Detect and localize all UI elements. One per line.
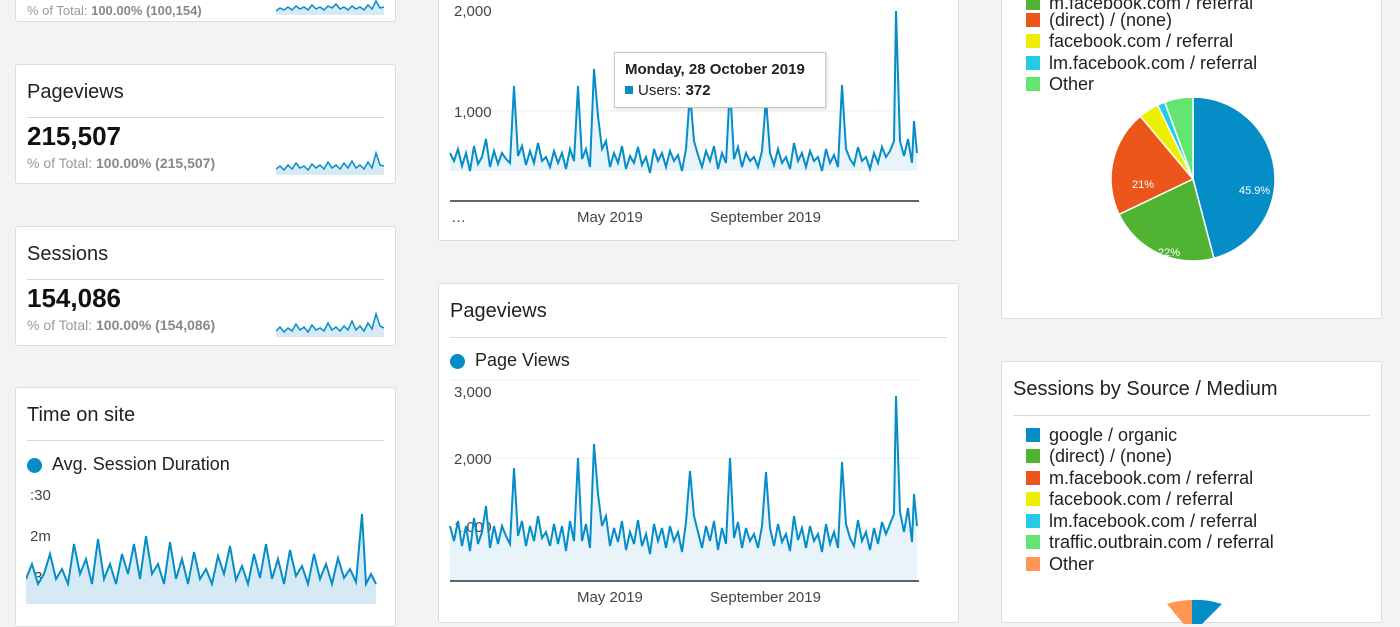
- x-tick: September 2019: [710, 589, 821, 606]
- tooltip-date: Monday, 28 October 2019: [625, 61, 805, 78]
- pageviews-chart-title: Pageviews: [450, 300, 547, 322]
- legend-swatch-icon: [1026, 449, 1040, 463]
- legend-swatch-icon: [1026, 13, 1040, 27]
- sessions-pie-chart-partial: [1167, 599, 1222, 624]
- legend-item: (direct) / (none): [1026, 446, 1172, 467]
- pageviews-chart-card: Pageviews Page Views 3,000 2,000 1,000 M…: [438, 283, 959, 623]
- time-on-site-title: Time on site: [27, 404, 136, 426]
- pie-slice[interactable]: [1110, 115, 1195, 216]
- legend-swatch-icon: [1026, 0, 1040, 10]
- x-tick: May 2019: [577, 209, 643, 226]
- tooltip-value-row: Users: 372: [625, 82, 815, 99]
- legend-swatch-icon: [1026, 492, 1040, 506]
- time-on-site-card: Time on site Avg. Session Duration :30 2…: [15, 387, 396, 627]
- pageviews-line-chart[interactable]: 3,000 2,000 1,000 May 2019 September 201…: [439, 376, 939, 616]
- legend-item: lm.facebook.com / referral: [1026, 53, 1257, 74]
- users-line-chart[interactable]: 2,000 1,000 … May 2019 September 2019: [439, 0, 939, 231]
- users-sparkline: [276, 0, 384, 15]
- x-tick: September 2019: [710, 209, 821, 226]
- pie-label: 45.9%: [1239, 185, 1270, 197]
- sessions-by-source-card: Sessions by Source / Medium google / org…: [1001, 361, 1382, 624]
- legend-swatch-icon: [1026, 56, 1040, 70]
- pie-slice[interactable]: [1192, 98, 1276, 260]
- y-tick: 2,000: [454, 451, 492, 468]
- y-tick: 2,000: [454, 3, 492, 20]
- users-chart-card: 2,000 1,000 … May 2019 September 2019 Mo…: [438, 0, 959, 241]
- legend-item: Other: [1026, 74, 1094, 95]
- series-marker-icon: [625, 86, 633, 94]
- users-metric-card: % of Total: 100.00% (100,154): [15, 0, 396, 22]
- pageviews-metric-card: Pageviews 215,507 % of Total: 100.00% (2…: [15, 64, 396, 184]
- users-by-source-card: m.facebook.com / referral (direct) / (no…: [1001, 0, 1382, 319]
- legend-item: (direct) / (none): [1026, 10, 1172, 31]
- pageviews-card-title: Pageviews: [27, 81, 124, 103]
- x-tick: …: [451, 209, 466, 226]
- pie-slice[interactable]: [1163, 98, 1194, 180]
- legend-swatch-icon: [1026, 428, 1040, 442]
- users-pct-of-total: % of Total: 100.00% (100,154): [27, 3, 202, 18]
- legend-item: traffic.outbrain.com / referral: [1026, 532, 1274, 553]
- x-tick: May 2019: [577, 589, 643, 606]
- sessions-metric-card: Sessions 154,086 % of Total: 100.00% (15…: [15, 226, 396, 346]
- users-pie-chart[interactable]: 45.9% 22% 21%: [1093, 98, 1293, 298]
- legend-swatch-icon: [1026, 77, 1040, 91]
- legend-item: lm.facebook.com / referral: [1026, 511, 1257, 532]
- y-tick: 3,000: [454, 384, 492, 401]
- sessions-pct-of-total: % of Total: 100.00% (154,086): [27, 317, 216, 333]
- time-on-site-chart: :30 2m :30: [26, 487, 377, 604]
- sessions-by-source-title: Sessions by Source / Medium: [1013, 378, 1278, 400]
- legend-swatch-icon: [1026, 34, 1040, 48]
- legend-item: m.facebook.com / referral: [1026, 0, 1253, 14]
- pageviews-pct-of-total: % of Total: 100.00% (215,507): [27, 155, 216, 171]
- pie-label: 22%: [1158, 247, 1180, 259]
- users-line: [449, 10, 918, 174]
- legend-swatch-icon: [1026, 557, 1040, 571]
- legend-item: facebook.com / referral: [1026, 31, 1233, 52]
- y-tick: 2m: [30, 528, 51, 545]
- y-tick: :30: [30, 487, 51, 504]
- legend-dot-icon: [27, 457, 42, 473]
- legend-item: m.facebook.com / referral: [1026, 468, 1253, 489]
- sessions-card-title: Sessions: [27, 243, 109, 265]
- pageviews-line: [449, 395, 918, 555]
- pageviews-sparkline: [276, 150, 384, 175]
- sessions-sparkline: [276, 311, 384, 337]
- legend-swatch-icon: [1026, 535, 1040, 549]
- legend-item: facebook.com / referral: [1026, 489, 1233, 510]
- pageviews-legend: Page Views: [450, 350, 570, 371]
- legend-swatch-icon: [1026, 514, 1040, 528]
- pageviews-value: 215,507: [27, 121, 121, 151]
- chart-tooltip: Monday, 28 October 2019 Users: 372: [614, 52, 826, 108]
- pie-slice[interactable]: [1118, 177, 1215, 262]
- legend-dot-icon: [450, 353, 465, 369]
- legend-item: google / organic: [1026, 425, 1177, 446]
- sessions-value: 154,086: [27, 283, 121, 313]
- legend-item: Other: [1026, 554, 1094, 575]
- legend-swatch-icon: [1026, 471, 1040, 485]
- pie-label: 21%: [1132, 179, 1154, 191]
- y-tick: 1,000: [454, 104, 492, 121]
- time-on-site-legend: Avg. Session Duration: [27, 454, 230, 475]
